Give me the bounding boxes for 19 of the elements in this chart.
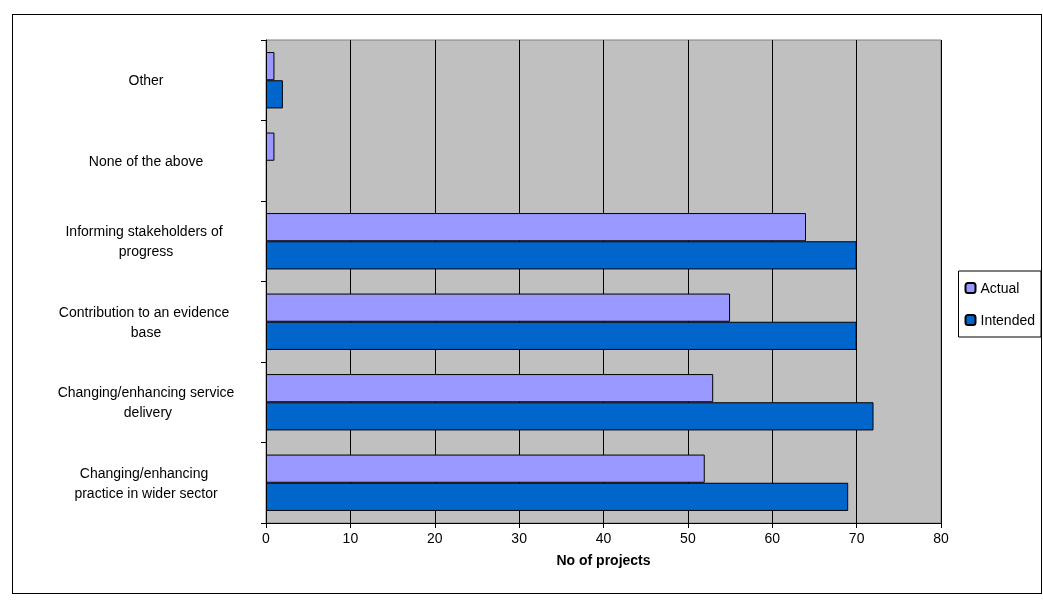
bar [266, 132, 275, 161]
y-tick-label: None of the above [88, 152, 204, 169]
x-tick-label: 40 [595, 530, 612, 546]
x-tick-label: 80 [933, 530, 949, 546]
y-tick-label: Other [128, 72, 164, 89]
y-tick-label: Informing stakeholders of progress [65, 223, 227, 260]
y-tick-label: Changing/enhancing service delivery [57, 384, 235, 421]
x-tick-label: 0 [262, 530, 271, 546]
legend-label: Intended [980, 312, 1035, 328]
x-tick-label: 30 [511, 530, 528, 546]
x-tick-label: 50 [680, 530, 696, 546]
y-tick-label: Contribution to an evidence base [58, 303, 234, 340]
x-tick-label: 20 [426, 530, 443, 546]
y-tick-label: Changing/enhancing practice in wider sector [74, 464, 218, 501]
legend-label: Actual [980, 280, 1020, 296]
x-tick-label: 70 [848, 530, 865, 546]
x-tick-label: 10 [342, 530, 359, 546]
x-tick-label: 60 [764, 530, 781, 546]
x-axis-title: No of projects [556, 552, 651, 568]
